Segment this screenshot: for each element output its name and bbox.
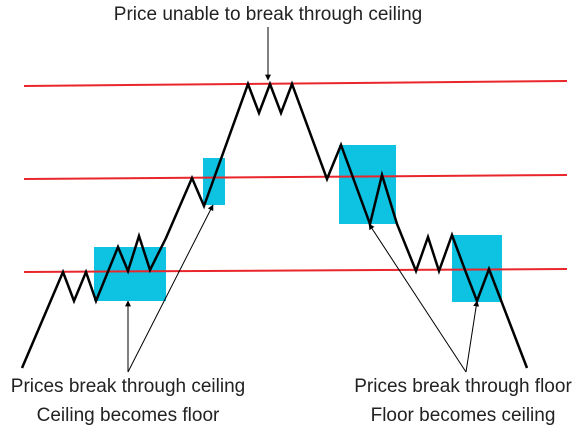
caption-break-ceiling: Prices break through ceiling xyxy=(11,376,245,397)
left-arrow-middle-box xyxy=(127,204,214,373)
caption-ceiling-hold: Price unable to break through ceiling xyxy=(114,4,422,25)
bottom-level-line xyxy=(23,268,568,273)
middle-level-line xyxy=(23,174,568,180)
top-level-line xyxy=(23,80,568,87)
caption-floor-becomes-ceiling: Floor becomes ceiling xyxy=(371,405,556,426)
highlight-box-lower-breakout xyxy=(94,247,166,301)
right-arrow-middle-box xyxy=(368,223,467,373)
caption-break-floor: Prices break through floor xyxy=(354,376,572,397)
caption-ceiling-becomes-floor: Ceiling becomes floor xyxy=(37,405,220,426)
price-path xyxy=(20,80,529,369)
highlight-box-middle-breakdown xyxy=(339,145,396,224)
right-arrow-lower-box xyxy=(465,300,480,373)
